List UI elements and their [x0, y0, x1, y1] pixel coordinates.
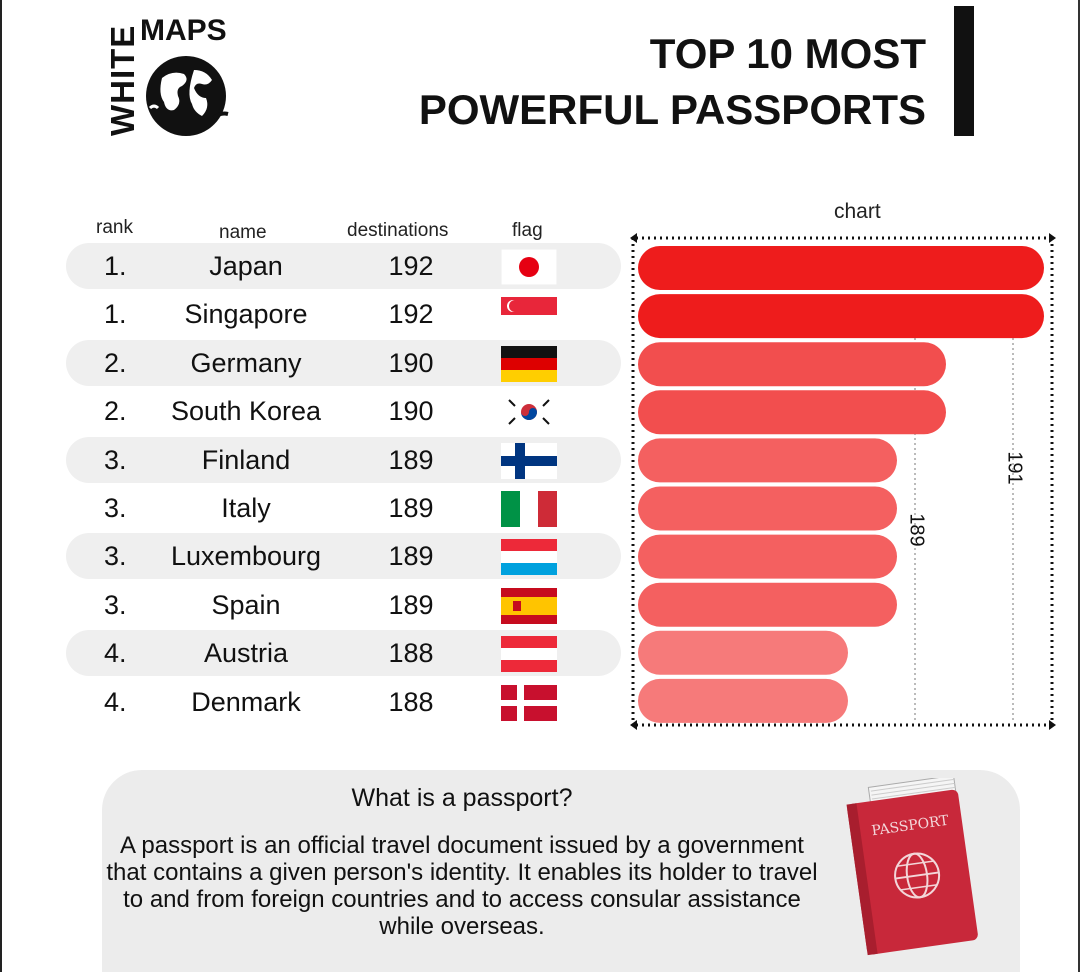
row-name: Germany [190, 347, 302, 378]
luxembourg-flag-icon [501, 539, 557, 576]
chart-bar [638, 630, 848, 675]
germany-flag-icon [501, 345, 557, 382]
info-title: What is a passport? [351, 784, 573, 812]
reference-label-189: 189 [906, 513, 928, 546]
row-name: Austria [203, 638, 289, 669]
row-destinations: 188 [388, 638, 434, 669]
austria-flag-icon [501, 636, 557, 673]
logo-top-text: MAPS [140, 14, 227, 47]
chart-arrow-head [1049, 233, 1056, 243]
italy-flag-icon [501, 491, 557, 527]
chart-arrow-head [630, 233, 637, 243]
table-row: 1. Japan 192 [66, 243, 621, 289]
row-destinations: 190 [388, 396, 434, 427]
table-row: 3. Spain 189 [66, 582, 621, 628]
reference-label-191: 191 [1004, 451, 1026, 484]
chart-bar [638, 342, 946, 387]
row-destinations: 192 [388, 299, 434, 330]
chart-bar [638, 390, 946, 435]
header-chart: chart [834, 200, 881, 223]
header-name: name [219, 222, 267, 243]
row-rank: 3. [104, 541, 127, 572]
chart-arrow-head [630, 720, 637, 730]
row-rank: 1. [104, 251, 127, 281]
south-korea-flag-icon [501, 394, 557, 431]
table-row: 4. Denmark 188 [66, 679, 621, 725]
page-title: TOP 10 MOST POWERFUL PASSPORTS [400, 26, 926, 138]
row-rank: 4. [104, 638, 127, 669]
globe-icon [146, 56, 229, 136]
title-line-1: TOP 10 MOST [649, 30, 926, 77]
row-destinations: 188 [388, 686, 434, 717]
header-rank: rank [96, 217, 133, 238]
row-name: South Korea [170, 396, 322, 427]
table-row: 3. Luxembourg 189 [66, 533, 621, 580]
chart-bar [638, 438, 897, 483]
table-row: 4. Austria 188 [66, 630, 621, 677]
title-accent-bar [954, 6, 974, 136]
row-destinations: 189 [388, 493, 434, 523]
chart-bar [638, 534, 897, 579]
info-body: A passport is an official travel documen… [106, 832, 818, 940]
table-row: 1. Singapore 192 [66, 291, 621, 337]
denmark-flag-icon [501, 684, 557, 721]
singapore-flag-icon [501, 297, 557, 334]
row-rank: 2. [104, 396, 127, 427]
table-row: 3. Italy 189 [66, 485, 621, 531]
chart-bar [638, 486, 897, 531]
row-rank: 2. [104, 347, 127, 378]
table-row: 3. Finland 189 [66, 436, 621, 483]
row-name: Spain [211, 589, 281, 620]
title-line-2: POWERFUL PASSPORTS [418, 86, 926, 133]
chart-bar [638, 294, 1044, 339]
table-row: 2. South Korea 190 [66, 388, 621, 434]
row-rank: 3. [104, 493, 127, 523]
row-rank: 3. [104, 589, 127, 620]
spain-flag-icon [501, 587, 557, 624]
row-name: Singapore [184, 299, 308, 330]
chart-bar [638, 246, 1044, 290]
row-name: Denmark [191, 686, 301, 717]
row-destinations: 189 [388, 444, 434, 475]
row-rank: 4. [104, 686, 127, 717]
japan-flag-icon [501, 249, 557, 285]
row-destinations: 190 [388, 347, 434, 378]
row-name: Luxembourg [170, 541, 322, 572]
chart-bar [638, 582, 897, 627]
table-row: 2. Germany 190 [66, 339, 621, 386]
chart-arrow-head [1049, 720, 1056, 730]
row-name: Finland [201, 444, 291, 475]
frame-left-border [0, 0, 2, 972]
row-destinations: 189 [388, 541, 434, 572]
row-rank: 1. [104, 299, 127, 330]
frame-right-border [1078, 0, 1080, 972]
row-destinations: 189 [388, 589, 434, 620]
header-destinations: destinations [347, 220, 449, 241]
chart-bar [638, 678, 848, 723]
row-destinations: 192 [388, 251, 434, 281]
finland-flag-icon [501, 442, 557, 479]
white-maps-logo: WHITE MAPS [100, 10, 240, 140]
row-name: Italy [221, 493, 271, 523]
row-rank: 3. [104, 444, 127, 475]
passport-icon: PASSPORT [846, 778, 978, 956]
row-name: Japan [209, 251, 283, 281]
header-flag: flag [512, 220, 543, 241]
